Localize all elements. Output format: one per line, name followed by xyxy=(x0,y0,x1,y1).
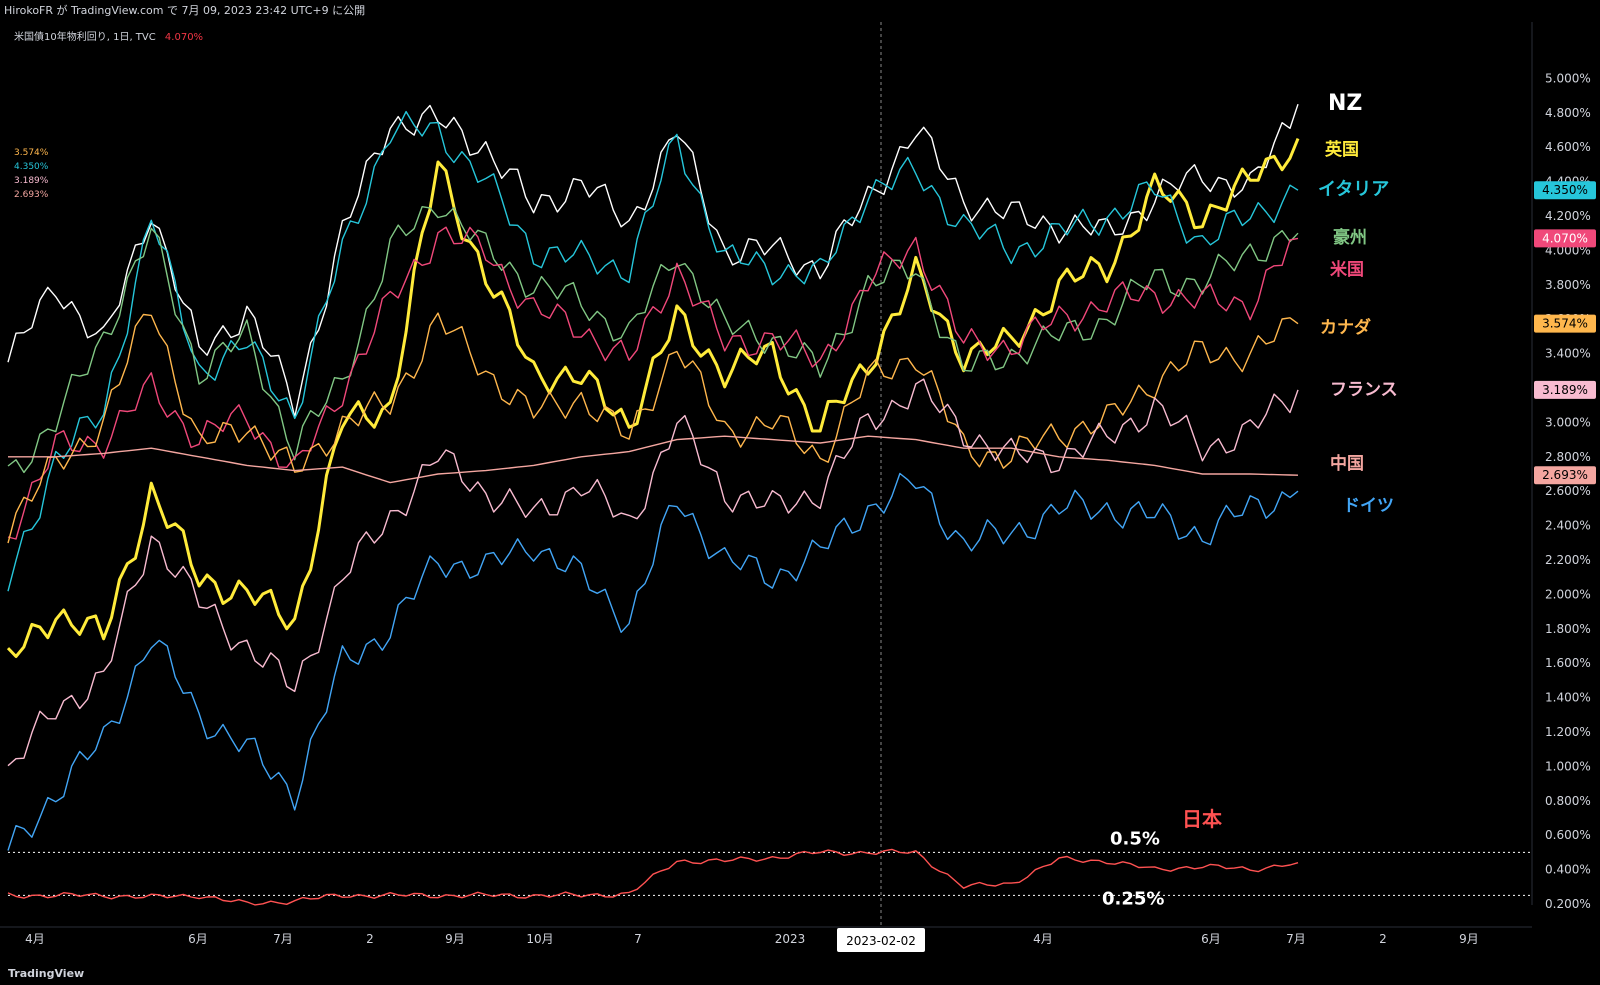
y-tick-label: 3.800% xyxy=(1545,278,1591,292)
x-tick-label: 9月 xyxy=(1459,932,1479,946)
y-tick-label: 0.800% xyxy=(1545,794,1591,808)
series-label: カナダ xyxy=(1320,317,1371,338)
y-tick-label: 1.800% xyxy=(1545,622,1591,636)
series-line-0[interactable] xyxy=(7,103,1299,418)
x-tick-label: 7月 xyxy=(1286,932,1306,946)
symbol-legend[interactable]: 米国債10年物利回り, 1日, TVC 4.070% xyxy=(14,28,203,43)
y-tick-label: 3.400% xyxy=(1545,347,1591,361)
yield-chart[interactable]: 0.200% 0.400% 0.600% 0.800% 1.000% 1.200% 1.40… xyxy=(0,0,1600,962)
price-tag xyxy=(1534,466,1596,485)
y-tick-label: 0.200% xyxy=(1545,897,1591,911)
series-line-3[interactable] xyxy=(7,206,1299,474)
x-tick-label: 7 xyxy=(634,932,642,946)
x-tick-label: 2 xyxy=(366,932,374,946)
y-tick-label: 1.200% xyxy=(1545,725,1591,739)
series-line-5[interactable] xyxy=(7,312,1299,544)
study-value: 2.693% xyxy=(14,190,49,200)
price-tag xyxy=(1534,314,1596,333)
x-tick-label: 7月 xyxy=(273,932,293,946)
x-tick-label: 2023 xyxy=(775,932,806,946)
publish-info: HirokoFR が TradingView.com で 7月 09, 2023… xyxy=(0,0,1600,22)
series-label: ドイツ xyxy=(1343,496,1394,516)
price-tag xyxy=(1534,229,1596,248)
y-tick-label: 2.600% xyxy=(1545,484,1591,498)
y-tick-label: 1.000% xyxy=(1545,759,1591,773)
x-tick-label: 10月 xyxy=(526,932,553,946)
symbol-current-value: 4.070% xyxy=(164,32,204,43)
price-tag-label: 4.070% xyxy=(1542,231,1588,245)
series-label: 日本 xyxy=(1182,807,1222,831)
crosshair-date-box xyxy=(837,928,925,952)
series-label: 豪州 xyxy=(1333,227,1367,248)
x-tick-label: 6月 xyxy=(188,932,208,946)
y-tick-label: 1.600% xyxy=(1545,656,1591,670)
footer-bar: TradingView xyxy=(0,962,1600,985)
series-line-9[interactable] xyxy=(7,848,1299,906)
series-line-8[interactable] xyxy=(7,472,1299,851)
y-tick-label: 2.800% xyxy=(1545,450,1591,464)
series-line-1[interactable] xyxy=(6,138,1300,658)
y-tick-label: 4.200% xyxy=(1545,209,1591,223)
y-tick-label: 5.000% xyxy=(1545,71,1591,85)
series-label: イタリア xyxy=(1318,179,1389,200)
annotation-low: 0.25% xyxy=(1102,888,1164,909)
price-tag-label: 2.693% xyxy=(1542,468,1588,482)
x-tick-label: 4月 xyxy=(25,932,45,946)
series-label: NZ xyxy=(1328,91,1362,116)
tradingview-logo[interactable]: TradingView xyxy=(8,967,85,980)
y-tick-label: 4.600% xyxy=(1545,140,1591,154)
series-label: 米国 xyxy=(1330,259,1364,280)
x-tick-label: 6月 xyxy=(1201,932,1221,946)
y-tick-label: 2.200% xyxy=(1545,553,1591,567)
series-label: 中国 xyxy=(1330,453,1364,474)
study-value: 4.350% xyxy=(14,162,49,172)
series-line-4[interactable] xyxy=(7,226,1299,540)
y-tick-label: 0.600% xyxy=(1545,828,1591,842)
y-tick-label: 2.000% xyxy=(1545,587,1591,601)
price-tag-label: 3.189% xyxy=(1542,383,1588,397)
x-tick-label: 9月 xyxy=(445,932,465,946)
x-tick-label: 2 xyxy=(1379,932,1387,946)
y-tick-label: 0.400% xyxy=(1545,863,1591,877)
y-tick-label: 3.000% xyxy=(1545,415,1591,429)
crosshair-date-label: 2023-02-02 xyxy=(846,934,916,948)
annotation-high: 0.5% xyxy=(1110,828,1160,849)
series-line-2[interactable] xyxy=(7,110,1299,592)
study-value: 3.189% xyxy=(14,176,49,186)
price-tag xyxy=(1534,181,1596,200)
x-tick-label: 4月 xyxy=(1033,932,1053,946)
series-label: フランス xyxy=(1330,380,1398,400)
series-label: 英国 xyxy=(1325,139,1359,160)
series-line-7[interactable] xyxy=(8,435,1299,484)
y-tick-label: 1.400% xyxy=(1545,691,1591,705)
study-value: 3.574% xyxy=(14,148,49,158)
price-tag-label: 4.350% xyxy=(1542,183,1588,197)
y-tick-label: 4.800% xyxy=(1545,106,1591,120)
series-line-6[interactable] xyxy=(7,378,1299,767)
price-tag-label: 3.574% xyxy=(1542,317,1588,331)
study-values: 3.574% 4.350% 3.189% 2.693% xyxy=(14,146,48,202)
symbol-title: 米国債10年物利回り, 1日, TVC xyxy=(14,32,156,43)
price-tag xyxy=(1534,380,1596,399)
y-tick-label: 2.400% xyxy=(1545,519,1591,533)
